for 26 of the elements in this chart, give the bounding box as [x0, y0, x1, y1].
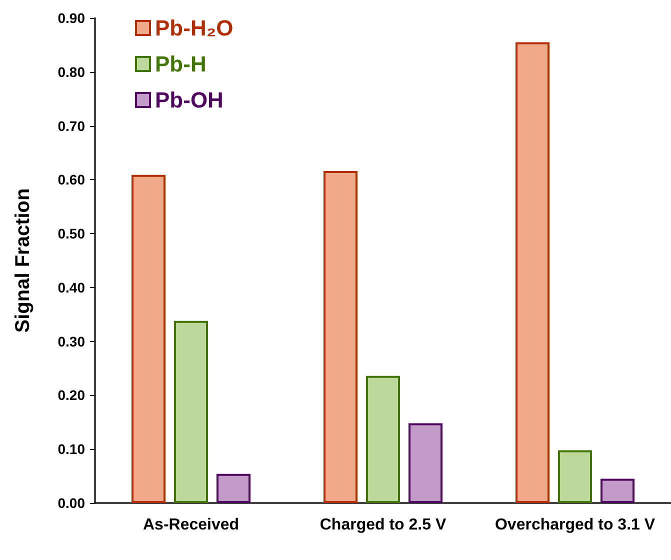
x-tick-label: Charged to 2.5 V: [320, 516, 446, 534]
x-tick-label: As-Received: [142, 516, 240, 534]
legend-label: Pb-H: [155, 52, 206, 76]
legend-label: Pb-H₂O: [155, 16, 234, 40]
bar: [516, 42, 550, 503]
y-tick-label: 0.90: [58, 10, 86, 26]
y-tick-label: 0.10: [58, 441, 86, 458]
bar: [408, 423, 442, 503]
y-tick-label: 0.20: [58, 387, 86, 404]
y-tick-label: 0.30: [58, 333, 86, 350]
y-tick-label: 0.50: [58, 226, 86, 242]
bar: [600, 478, 634, 503]
legend-label: Pb-OH: [155, 88, 224, 112]
x-tick-label: Overcharged to 3.1 V: [494, 516, 656, 534]
bar: [216, 474, 250, 503]
bar: [366, 376, 400, 503]
bar: [174, 320, 208, 503]
y-tick-label: 0.40: [58, 279, 86, 296]
y-tick-label: 0.60: [58, 172, 86, 188]
bar: [132, 174, 166, 503]
y-tick-label: 0.80: [58, 64, 86, 80]
y-axis-title: Signal Fraction: [12, 188, 34, 333]
y-tick-label: 0.00: [58, 495, 86, 511]
bar: [558, 450, 592, 503]
y-tick-label: 0.70: [58, 118, 86, 134]
bar: [324, 171, 358, 503]
